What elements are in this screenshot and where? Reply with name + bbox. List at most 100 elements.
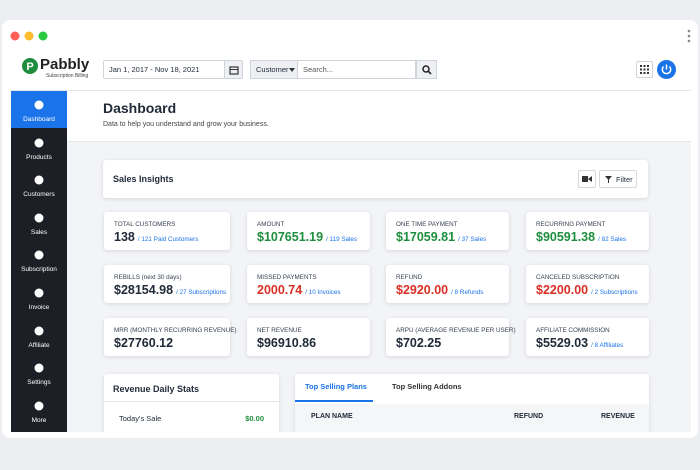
sidebar-item[interactable]: Subscription [11,241,67,278]
sidebar-icon [34,326,44,336]
svg-text:P: P [26,61,33,73]
metric-card: NET REVENUE $96910.86 [247,318,370,356]
sidebar-label: Products [26,153,52,161]
tab-active[interactable]: Top Selling Plans [295,374,373,402]
metric-note[interactable]: / 2 Subscriptions [591,289,638,296]
tab[interactable]: Top Selling Addons [383,374,463,402]
column-header: REVENUE [601,413,635,420]
sidebar-label: Sales [30,228,48,236]
metric-value-line: 138/ 121 Paid Customers [114,230,198,244]
metric-value-line: $90591.38/ 82 Sales [536,230,626,244]
metric-value-line: $2200.00/ 2 Subscriptions [536,283,638,297]
metric-label: REFUND [396,274,423,281]
metric-card: RECURRING PAYMENT $90591.38/ 82 Sales [526,212,649,250]
revenue-row-label: Today's Sale [119,414,162,423]
search-filter[interactable]: Customer [250,60,298,79]
sidebar-icon [34,100,44,110]
metric-label: ONE TIME PAYMENT [396,221,458,228]
metric-value: $27760.12 [114,336,174,350]
metric-value: $28154.98 [114,283,174,297]
metric-note[interactable]: / 82 Sales [598,236,627,243]
metric-value-line: $2920.00/ 8 Refunds [396,283,483,297]
metric-value: $107651.19 [257,230,324,244]
sidebar-item[interactable]: More [11,392,67,429]
page-title: Dashboard [103,100,177,116]
page-subtitle: Data to help you understand and grow you… [103,121,269,128]
sidebar-item[interactable]: Dashboard [11,91,67,128]
metric-value-line: $107651.19/ 119 Sales [257,230,357,244]
column-header: PLAN NAME [311,413,353,420]
search-filter-text: Customer [256,65,289,74]
power-button[interactable] [657,60,676,79]
sidebar-icon [34,401,44,411]
metric-note[interactable]: / 119 Sales [326,236,358,243]
sidebar-label: Invoice [28,304,50,311]
sidebar-item[interactable]: Invoice [11,279,67,316]
date-range[interactable]: Jan 1, 2017 - Nov 18, 2021 [103,60,243,79]
metric-card: ARPU (AVERAGE REVENUE PER USER) $702.25 [386,318,516,356]
metric-card: CANCELED SUBSCRIPTION $2200.00/ 2 Subscri… [526,265,649,303]
filter-button[interactable]: Filter [599,170,637,188]
divider [104,401,279,402]
sidebar-label: Dashboard [23,116,55,123]
sidebar-icon [34,288,44,298]
date-range-text: Jan 1, 2017 - Nov 18, 2021 [109,65,200,74]
top-selling-card: Top Selling Plans Top Selling Addons PLA… [295,374,649,432]
metric-note[interactable]: / 121 Paid Customers [137,236,199,243]
metric-label: REBILLS (next 30 days) [114,274,182,281]
revenue-stats-card: Revenue Daily Stats Today's Sale $0.00 [104,374,279,432]
metric-note[interactable]: / 27 Subscriptions [176,289,227,296]
filter-text: Filter [616,175,633,184]
tab-text: Top Selling Addons [392,382,462,391]
calendar-button[interactable] [224,61,242,78]
metric-card: AMOUNT $107651.19/ 119 Sales [247,212,370,250]
sidebar-icon [34,175,44,185]
sidebar: Dashboard Products Customers Sales Subscript… [11,91,67,432]
metric-value-line: $27760.12 [114,336,173,350]
metric-value: 138 [114,230,135,244]
metric-note[interactable]: / 10 Invoices [305,289,341,296]
metric-label: MRR (MONTHLY RECURRING REVENUE) [114,327,237,334]
metric-value-line: 2000.74/ 10 Invoices [257,283,341,297]
page-header: Dashboard Data to help you understand an… [67,91,691,142]
metric-note[interactable]: / 8 Refunds [451,289,484,296]
metric-label: RECURRING PAYMENT [536,221,606,228]
metric-value: $5529.03 [536,336,589,350]
search-button[interactable] [416,60,437,79]
metric-value-line: $702.25 [396,336,441,350]
sales-insights-bar: Sales Insights Filter [103,160,648,198]
metric-note[interactable]: / 37 Sales [458,236,487,243]
sidebar-item[interactable]: Affiliate [11,317,67,354]
sidebar-item[interactable]: Settings [11,354,67,391]
apps-button[interactable] [636,61,653,78]
menu-button[interactable] [686,29,692,43]
metric-card: REBILLS (next 30 days) $28154.98/ 27 Subs… [104,265,230,303]
sidebar-icon [34,213,44,223]
sidebar-icon [34,138,44,148]
metric-card: ONE TIME PAYMENT $17059.81/ 37 Sales [386,212,509,250]
video-button[interactable] [578,170,596,188]
metric-label: MISSED PAYMENTS [257,274,317,281]
logo: Pabbly [40,56,90,73]
sidebar-item[interactable]: Sales [11,204,67,241]
sidebar-item[interactable]: Customers [11,166,67,203]
metric-label: TOTAL CUSTOMERS [114,221,176,228]
tab-text: Top Selling Plans [305,382,367,391]
sidebar-icon [34,250,44,260]
search-input[interactable]: Search... [298,60,416,79]
metric-note[interactable]: / 8 Affiliates [591,342,624,349]
revenue-stats-title: Revenue Daily Stats [113,384,200,394]
sidebar-icon [34,363,44,373]
metric-value: $90591.38 [536,230,596,244]
metric-value: $702.25 [396,336,442,350]
revenue-row-value: $0.00 [245,414,264,423]
metric-value-line: $96910.86 [257,336,316,350]
logo-subtitle: Subscription Billing [46,73,89,79]
metric-value-line: $5529.03/ 8 Affiliates [536,336,623,350]
table-header: PLAN NAME REFUND REVENUE [295,404,649,432]
logo-icon: P [22,58,38,74]
metric-label: AFFILIATE COMMISSION [536,327,610,334]
metric-value: 2000.74 [257,283,303,297]
sidebar-label: More [31,416,47,424]
sidebar-item[interactable]: Products [11,129,67,166]
